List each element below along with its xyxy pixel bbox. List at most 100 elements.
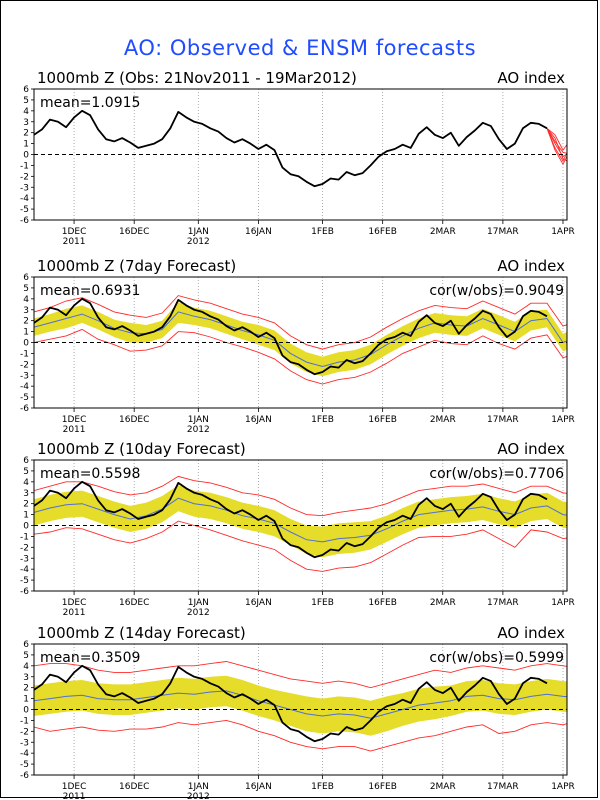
x-tick-label: 16FEB bbox=[368, 598, 397, 608]
chart-panel-2: 1000mb Z (7day Forecast) AO index6543210-… bbox=[20, 257, 575, 435]
x-tick-label: 16DEC bbox=[119, 598, 149, 608]
index-label: AO index bbox=[497, 624, 565, 642]
x-tick-label: 1APR bbox=[551, 227, 575, 237]
y-tick-label: -1 bbox=[20, 161, 29, 171]
y-tick-label: -2 bbox=[20, 172, 29, 182]
x-tick-label: 16FEB bbox=[368, 227, 397, 237]
y-tick-label: -6 bbox=[20, 216, 29, 226]
x-tick-label: 1DEC bbox=[62, 598, 87, 608]
x-tick-label: 16FEB bbox=[368, 782, 397, 792]
y-tick-label: -5 bbox=[20, 576, 29, 586]
ensemble-min-line bbox=[34, 520, 567, 572]
x-tick-label: 1JAN bbox=[188, 782, 209, 792]
y-tick-label: -6 bbox=[20, 587, 29, 597]
x-tick-year-label: 2011 bbox=[63, 608, 86, 618]
y-tick-label: -4 bbox=[20, 749, 29, 759]
y-tick-label: 2 bbox=[23, 684, 29, 694]
y-tick-label: 4 bbox=[23, 662, 29, 672]
plot-content bbox=[34, 644, 567, 775]
y-tick-label: 1 bbox=[23, 328, 29, 338]
ensemble-mean-line bbox=[34, 311, 567, 368]
y-tick-label: -2 bbox=[20, 543, 29, 553]
y-tick-label: -3 bbox=[20, 371, 29, 381]
chart-panel-4: 1000mb Z (14day Forecast) AO index 6543210… bbox=[20, 624, 575, 800]
x-tick-year-label: 2011 bbox=[63, 237, 86, 247]
y-tick-label: 2 bbox=[23, 129, 29, 139]
y-tick-label: -2 bbox=[20, 727, 29, 737]
y-tick-label: -6 bbox=[20, 404, 29, 414]
y-tick-label: -3 bbox=[20, 738, 29, 748]
x-tick-label: 16JAN bbox=[245, 227, 272, 237]
x-tick-label: 2MAR bbox=[430, 598, 456, 608]
x-tick-label: 1FEB bbox=[311, 782, 334, 792]
y-tick-label: -5 bbox=[20, 760, 29, 770]
x-tick-label: 17MAR bbox=[487, 782, 519, 792]
x-tick-label: 1DEC bbox=[62, 227, 87, 237]
y-tick-label: -5 bbox=[20, 393, 29, 403]
plot-content bbox=[34, 277, 567, 408]
x-tick-label: 16JAN bbox=[245, 782, 272, 792]
chart-title: 1000mb Z (7day Forecast) bbox=[37, 257, 236, 275]
x-tick-year-label: 2012 bbox=[187, 792, 210, 800]
y-tick-label: -5 bbox=[20, 205, 29, 215]
observed-ao-line bbox=[34, 480, 548, 559]
y-tick-label: 4 bbox=[23, 295, 29, 305]
x-tick-label: 2MAR bbox=[430, 227, 456, 237]
ensemble-member-line bbox=[546, 128, 567, 163]
x-tick-label: 16FEB bbox=[368, 415, 397, 425]
y-tick-label: -3 bbox=[20, 554, 29, 564]
y-tick-label: 5 bbox=[23, 96, 29, 106]
x-tick-label: 1FEB bbox=[311, 415, 334, 425]
y-tick-label: 3 bbox=[23, 489, 29, 499]
x-tick-label: 16JAN bbox=[245, 598, 272, 608]
x-tick-label: 1DEC bbox=[62, 782, 87, 792]
ensemble-spread-band bbox=[34, 675, 567, 736]
x-tick-label: 17MAR bbox=[487, 598, 519, 608]
y-tick-label: 0 bbox=[23, 522, 29, 532]
y-tick-label: -4 bbox=[20, 382, 29, 392]
ensemble-member-line bbox=[546, 128, 567, 154]
chart-panel-1: 1000mb Z (Obs: 21Nov2011 - 19Mar2012) AO … bbox=[20, 69, 575, 247]
x-tick-year-label: 2012 bbox=[187, 237, 210, 247]
x-tick-label: 2MAR bbox=[430, 415, 456, 425]
x-tick-label: 16DEC bbox=[119, 415, 149, 425]
y-tick-label: 0 bbox=[23, 339, 29, 349]
ensemble-max-line bbox=[34, 295, 567, 350]
x-tick-label: 1JAN bbox=[188, 415, 209, 425]
ensemble-member-line bbox=[546, 127, 567, 151]
mean-label: mean=0.6931 bbox=[40, 283, 140, 299]
x-tick-label: 16DEC bbox=[119, 227, 149, 237]
y-tick-label: 1 bbox=[23, 140, 29, 150]
y-tick-label: 2 bbox=[23, 500, 29, 510]
y-tick-label: -1 bbox=[20, 716, 29, 726]
index-label: AO index bbox=[497, 69, 565, 87]
chart-title: 1000mb Z (14day Forecast) bbox=[37, 624, 246, 642]
observed-ao-line bbox=[34, 297, 548, 376]
x-tick-label: 17MAR bbox=[487, 415, 519, 425]
ensemble-max-line bbox=[34, 475, 567, 517]
x-tick-label: 16JAN bbox=[245, 415, 272, 425]
x-tick-label: 17MAR bbox=[487, 227, 519, 237]
y-tick-label: 4 bbox=[23, 107, 29, 117]
y-tick-label: 1 bbox=[23, 695, 29, 705]
plot-content bbox=[34, 460, 567, 591]
plot-content bbox=[34, 89, 567, 220]
y-tick-label: 5 bbox=[23, 651, 29, 661]
page-title: AO: Observed & ENSM forecasts bbox=[123, 36, 477, 60]
correlation-label: cor(w/obs)=0.7706 bbox=[429, 466, 564, 482]
mean-label: mean=0.5598 bbox=[40, 466, 140, 482]
correlation-label: cor(w/obs)=0.5999 bbox=[429, 650, 564, 666]
y-tick-label: -4 bbox=[20, 565, 29, 575]
correlation-label: cor(w/obs)=0.9049 bbox=[429, 283, 564, 299]
chart-panel-3: 1000mb Z (10day Forecast) AO index 6543210… bbox=[20, 440, 575, 618]
y-tick-label: 5 bbox=[23, 467, 29, 477]
y-tick-label: 3 bbox=[23, 673, 29, 683]
mean-label: mean=1.0915 bbox=[40, 95, 140, 111]
y-tick-label: 6 bbox=[23, 273, 29, 283]
x-tick-year-label: 2012 bbox=[187, 608, 210, 618]
ensemble-mean-line bbox=[34, 497, 567, 543]
y-tick-label: 0 bbox=[23, 151, 29, 161]
ensemble-min-line bbox=[34, 328, 567, 385]
y-tick-label: 6 bbox=[23, 640, 29, 650]
x-tick-label: 1FEB bbox=[311, 227, 334, 237]
